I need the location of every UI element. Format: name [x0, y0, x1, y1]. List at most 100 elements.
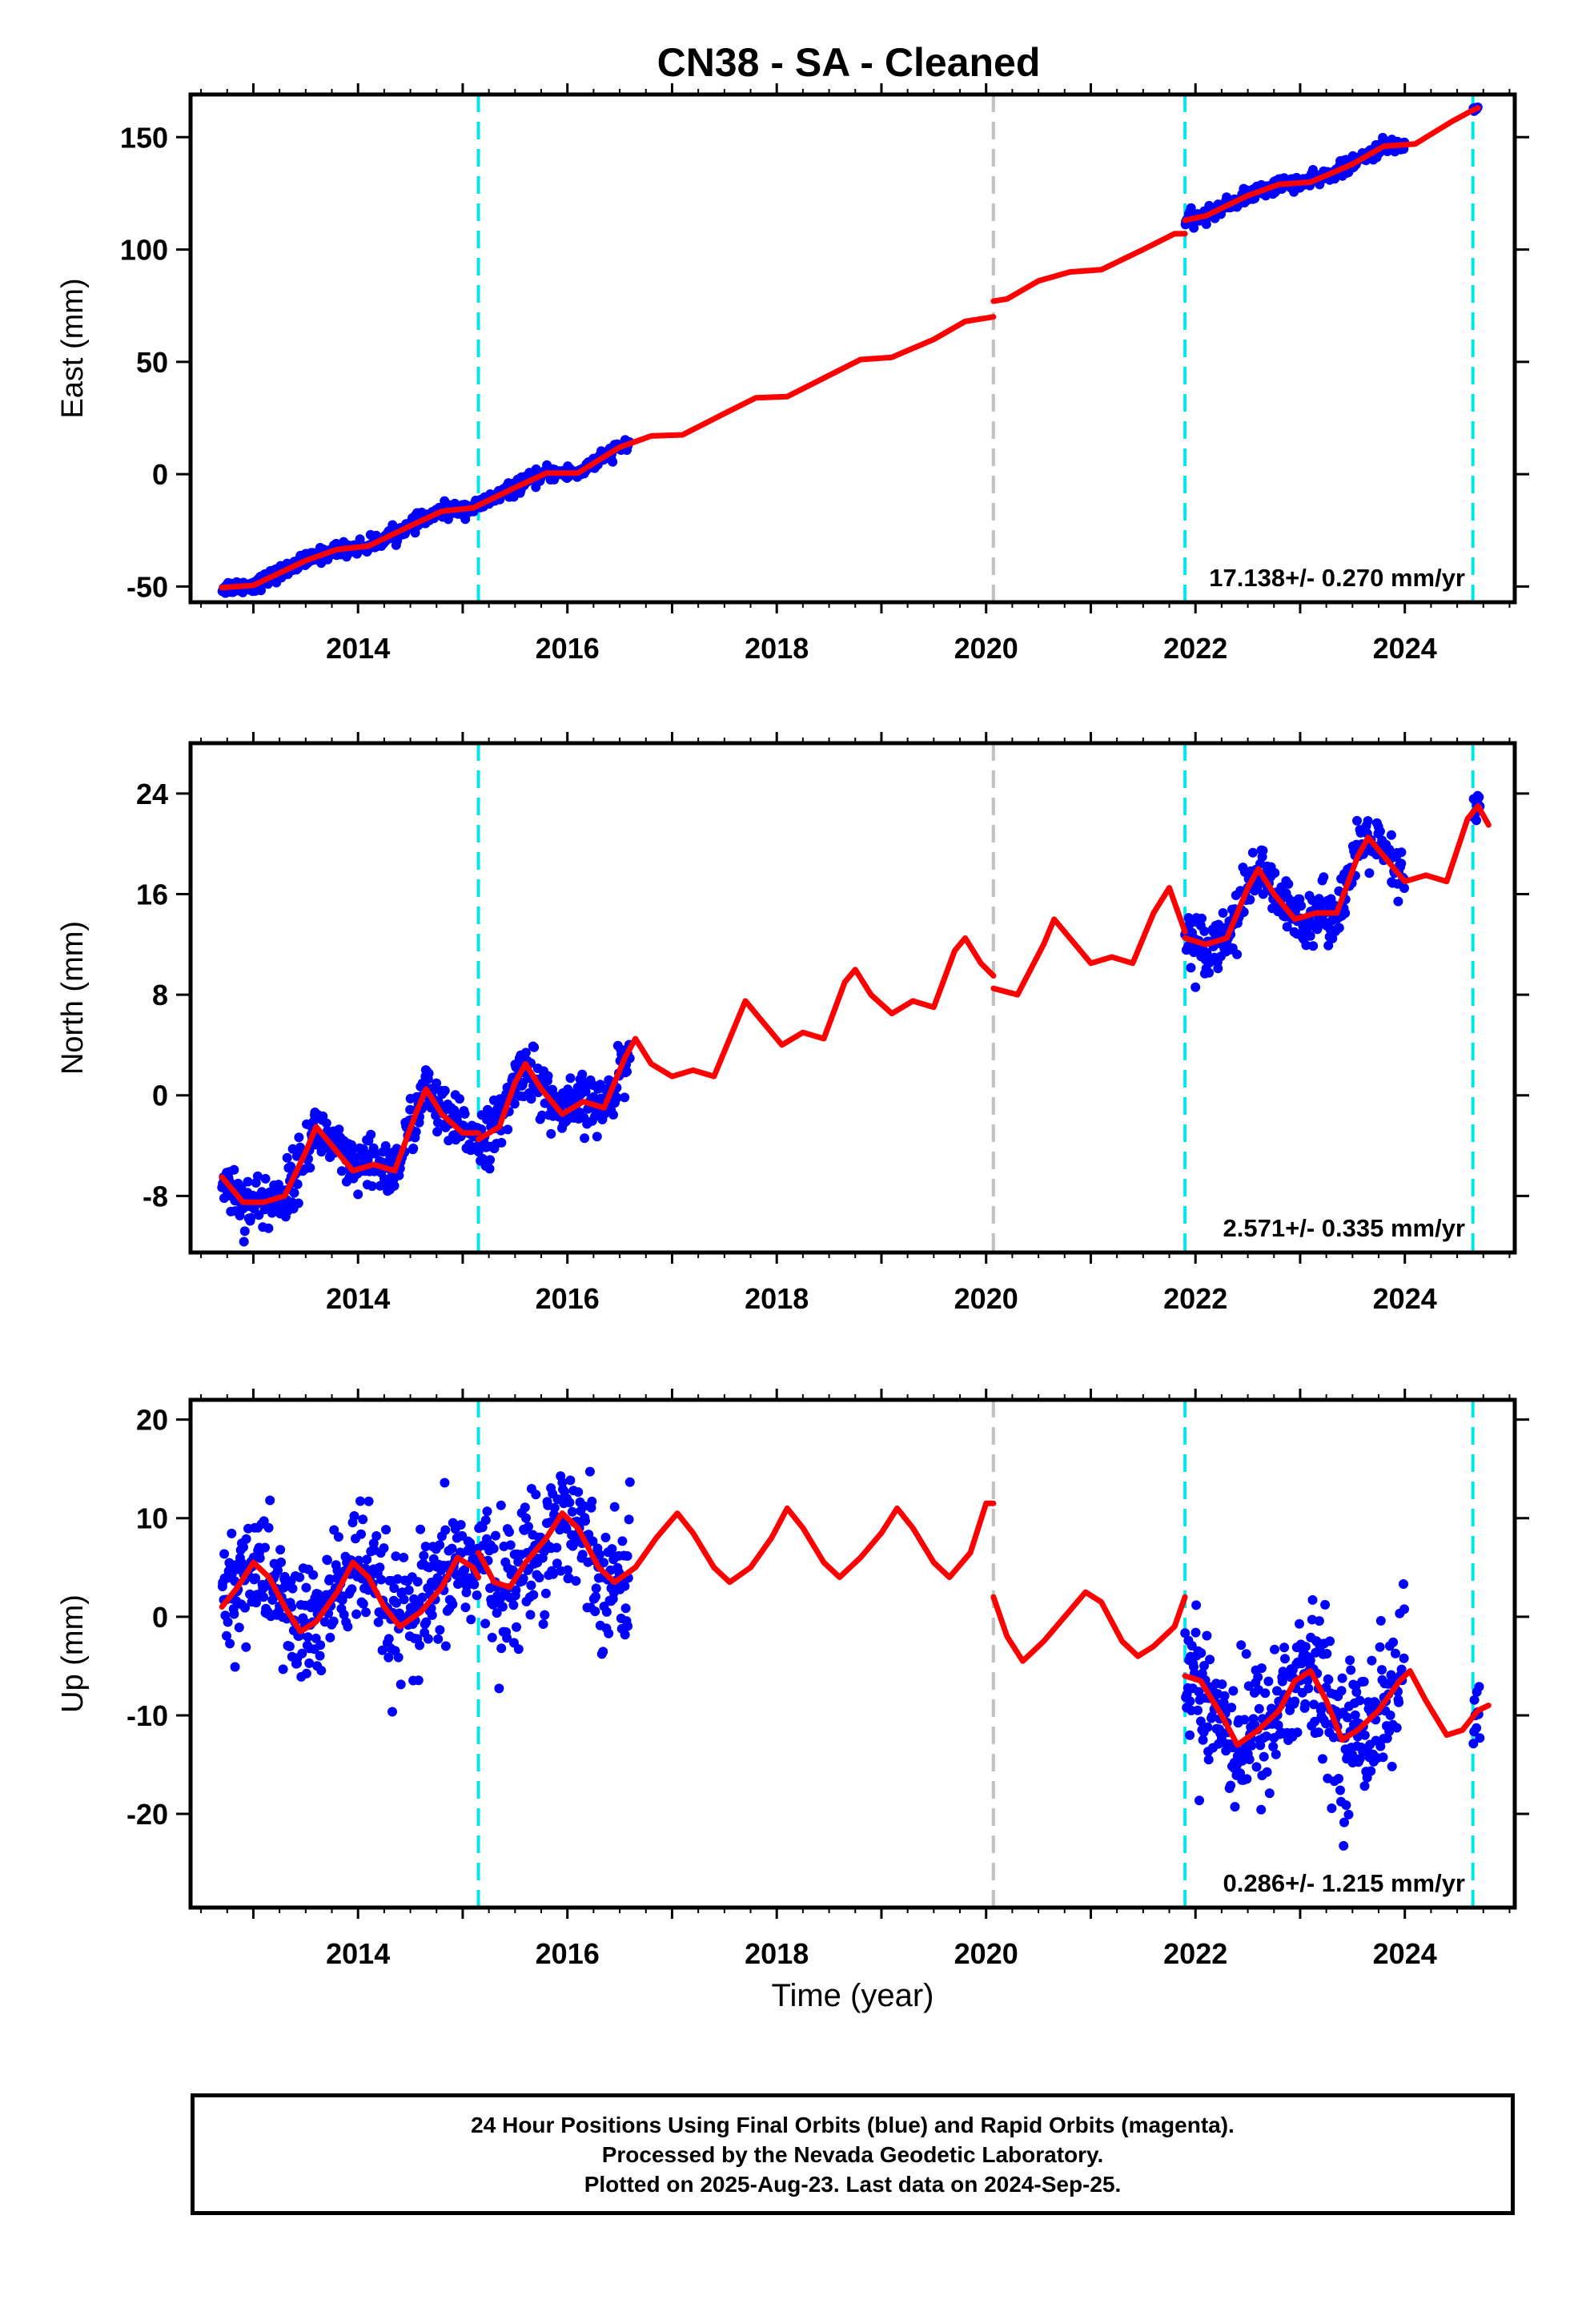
- data-point: [1244, 1755, 1255, 1764]
- data-point: [371, 1148, 381, 1159]
- data-point: [353, 1189, 363, 1200]
- plot-frame: [188, 741, 1517, 1255]
- data-point: [1468, 1739, 1479, 1749]
- data-point: [234, 1622, 244, 1633]
- data-point: [1399, 1604, 1409, 1614]
- data-point: [1359, 1730, 1370, 1740]
- data-point: [579, 1501, 589, 1511]
- data-point: [564, 1498, 575, 1508]
- data-point: [415, 1640, 425, 1651]
- data-point: [1388, 1637, 1399, 1647]
- data-point: [608, 1110, 618, 1120]
- data-point: [1334, 923, 1344, 933]
- data-point: [599, 1558, 608, 1568]
- data-point: [240, 1602, 250, 1613]
- data-point: [604, 1628, 614, 1638]
- data-point: [1305, 931, 1315, 941]
- x-tick-label: 2016: [536, 1282, 600, 1315]
- data-point: [222, 1630, 231, 1641]
- data-point: [1307, 1594, 1318, 1605]
- data-point: [607, 1544, 617, 1554]
- data-point: [1339, 1840, 1349, 1851]
- data-point: [1323, 940, 1334, 951]
- model-curve: [219, 1554, 482, 1634]
- data-point: [609, 1502, 620, 1512]
- data-point: [447, 1543, 457, 1554]
- data-point: [1347, 1750, 1358, 1760]
- data-point: [1301, 940, 1311, 951]
- data-point: [531, 1490, 541, 1500]
- data-point: [1295, 1618, 1304, 1629]
- data-point: [1391, 1648, 1400, 1659]
- data-point: [275, 1545, 286, 1555]
- data-point: [1213, 963, 1223, 974]
- data-point: [1345, 1655, 1355, 1666]
- data-point: [590, 1606, 600, 1617]
- model-curve: [476, 1500, 997, 1590]
- data-point: [1180, 1628, 1191, 1638]
- model-curve: [219, 314, 997, 591]
- data-point: [448, 1599, 458, 1610]
- footer-line-1: 24 Hour Positions Using Final Orbits (bl…: [471, 2112, 1235, 2137]
- data-point: [379, 1543, 389, 1554]
- data-point: [368, 1538, 379, 1549]
- x-tick-label: 2020: [954, 1937, 1018, 1970]
- data-point: [600, 1532, 611, 1542]
- data-point: [1340, 908, 1351, 919]
- data-point: [440, 1641, 451, 1651]
- data-point: [433, 1634, 444, 1644]
- data-point: [265, 1495, 275, 1506]
- data-point: [336, 1166, 347, 1176]
- data-point: [460, 1602, 471, 1613]
- data-point: [1290, 1696, 1300, 1707]
- model-curve: [1182, 1668, 1492, 1748]
- model-curve: [476, 935, 997, 1143]
- data-point: [587, 1496, 597, 1506]
- data-point: [377, 1645, 387, 1655]
- data-point: [1322, 1649, 1332, 1659]
- data-point: [513, 1557, 524, 1567]
- data-point: [1375, 1615, 1386, 1626]
- x-tick-label: 2022: [1163, 1937, 1227, 1970]
- data-point: [1321, 1719, 1331, 1729]
- data-point: [294, 1132, 304, 1143]
- data-point: [251, 1573, 261, 1583]
- data-point: [347, 1584, 357, 1594]
- data-point: [617, 1536, 628, 1546]
- data-point: [1259, 1751, 1269, 1762]
- plot-frame: [188, 92, 1517, 605]
- data-point: [620, 1630, 630, 1640]
- data-point: [339, 1610, 349, 1620]
- data-point: [1264, 1788, 1275, 1799]
- data-point: [571, 1576, 581, 1586]
- footer-box: 24 Hour Positions Using Final Orbits (bl…: [191, 2093, 1515, 2215]
- data-point: [1283, 879, 1294, 889]
- data-point: [293, 1198, 303, 1208]
- x-tick-label: 2024: [1373, 1937, 1437, 1970]
- data-point: [1375, 1642, 1385, 1652]
- data-point: [423, 1634, 433, 1644]
- data-point: [496, 1643, 507, 1654]
- data-point: [432, 1127, 443, 1137]
- data-point: [333, 1532, 343, 1542]
- data-point: [1191, 1627, 1201, 1638]
- data-point: [1263, 1676, 1274, 1687]
- x-tick-label: 2018: [745, 632, 809, 665]
- data-point: [1226, 1780, 1236, 1791]
- data-point: [1186, 1641, 1197, 1651]
- data-point: [482, 1506, 492, 1517]
- x-tick-label: 2018: [745, 1282, 809, 1315]
- model-curve: [219, 1086, 482, 1205]
- y-tick-label: -50: [126, 570, 168, 603]
- data-point: [420, 1542, 431, 1552]
- data-point: [383, 1634, 394, 1644]
- north-panel: 2014 2016 2018 2020 2022 2024 -8 0 8 16 24 North (m…: [56, 732, 1529, 1315]
- y-tick-label: -8: [143, 1180, 168, 1212]
- data-point: [1300, 1699, 1311, 1709]
- data-point: [537, 1110, 547, 1120]
- data-point: [1195, 1795, 1204, 1806]
- data-point: [411, 1127, 421, 1137]
- data-point: [1273, 1720, 1283, 1731]
- data-point: [292, 1179, 303, 1189]
